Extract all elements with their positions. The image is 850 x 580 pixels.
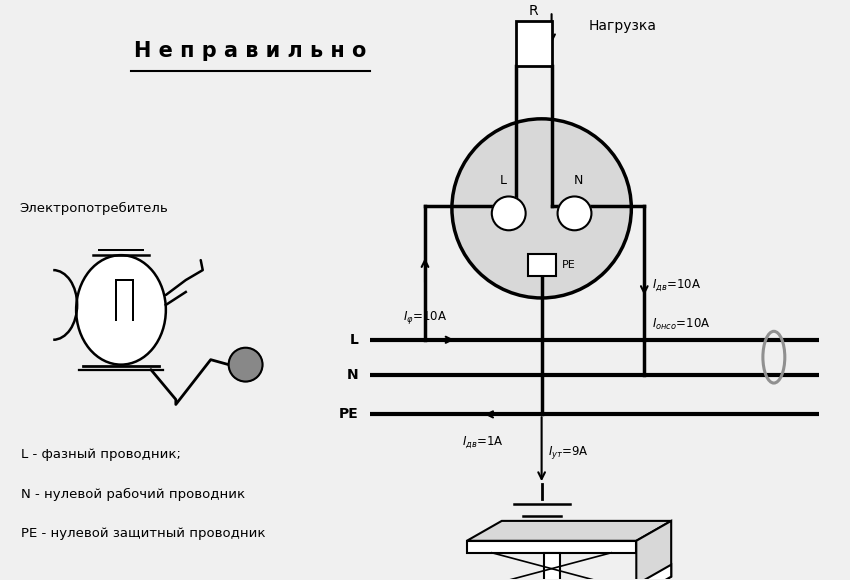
- Text: Н е п р а в и л ь н о: Н е п р а в и л ь н о: [134, 41, 366, 61]
- Text: L - фазный проводник;: L - фазный проводник;: [21, 448, 181, 461]
- Circle shape: [452, 119, 632, 298]
- Polygon shape: [637, 521, 672, 580]
- Text: R: R: [529, 4, 538, 19]
- Text: L: L: [501, 174, 507, 187]
- Polygon shape: [637, 565, 672, 580]
- Text: PE: PE: [562, 260, 575, 270]
- Text: N: N: [574, 174, 583, 187]
- Text: $I_{дв}$=10А: $I_{дв}$=10А: [652, 277, 701, 293]
- Text: $I_\varphi$=10А: $I_\varphi$=10А: [403, 309, 447, 327]
- Text: N - нулевой рабочий проводник: N - нулевой рабочий проводник: [21, 487, 246, 501]
- Circle shape: [229, 348, 263, 382]
- Polygon shape: [544, 553, 559, 580]
- Text: L: L: [349, 333, 358, 347]
- Text: PE - нулевой защитный проводник: PE - нулевой защитный проводник: [21, 527, 266, 541]
- Text: $I_{дв}$=1А: $I_{дв}$=1А: [462, 434, 503, 450]
- Text: N: N: [347, 368, 358, 382]
- Circle shape: [558, 197, 592, 230]
- Polygon shape: [467, 521, 672, 541]
- Bar: [528, 254, 556, 276]
- Circle shape: [492, 197, 525, 230]
- Text: PE: PE: [338, 407, 358, 422]
- Text: $I_{онсо}$=10А: $I_{онсо}$=10А: [652, 317, 711, 332]
- Text: $I_{ут}$=9А: $I_{ут}$=9А: [547, 444, 588, 461]
- Ellipse shape: [76, 255, 166, 365]
- Text: Электропотребитель: Электропотребитель: [20, 202, 168, 215]
- Bar: [516, 21, 552, 66]
- Text: Нагрузка: Нагрузка: [588, 19, 656, 33]
- Polygon shape: [467, 541, 637, 553]
